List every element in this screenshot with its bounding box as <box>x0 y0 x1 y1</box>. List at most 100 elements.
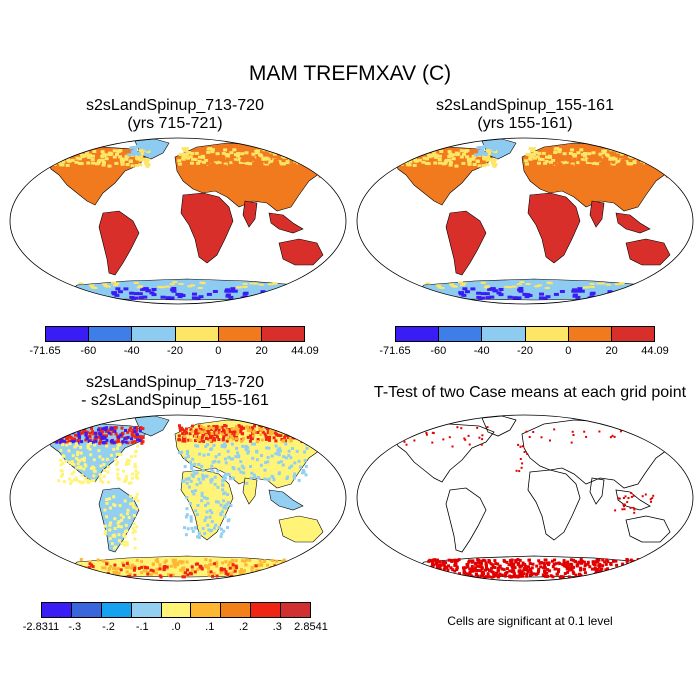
map3-grid-cell <box>57 438 61 442</box>
map2-grid-cell <box>664 159 669 163</box>
map4-grid-cell <box>638 432 641 435</box>
map2-grid-cell <box>564 160 569 164</box>
map1-grid-cell <box>192 168 197 172</box>
map3-grid-cell <box>246 451 250 455</box>
map2-seasia-landmass <box>615 212 651 234</box>
map1-grid-cell <box>312 149 317 153</box>
map4-grid-cell <box>457 558 461 562</box>
map3-grid-cell <box>231 566 235 570</box>
map3-grid-cell <box>254 564 258 568</box>
map1-grid-cell <box>107 164 112 168</box>
map1-grid-cell <box>124 157 128 161</box>
map3-grid-cell <box>112 571 116 574</box>
map3-grid-cell <box>83 463 87 467</box>
map1-grid-cell <box>276 149 281 153</box>
map3-grid-cell <box>255 569 259 572</box>
map4-grid-cell <box>453 558 457 562</box>
map1-grid-cell <box>198 295 204 299</box>
map4-grid-cell <box>449 566 453 570</box>
map3-grid-cell <box>299 424 303 428</box>
map1-grid-cell <box>311 159 316 163</box>
map3-grid-cell <box>155 567 159 571</box>
map2-grid-cell <box>547 282 553 285</box>
map2-grid-cell <box>447 158 452 162</box>
map3-grid-cell <box>244 558 248 562</box>
map3-grid-cell <box>233 569 237 573</box>
map4-grid-cell <box>562 559 566 563</box>
map1-grid-cell <box>260 175 265 178</box>
map2-grid-cell <box>483 286 489 289</box>
map4-grid-cell <box>636 572 640 576</box>
map4-grid-cell <box>526 570 530 574</box>
ttest-note: Cells are significant at 0.1 level <box>447 614 613 628</box>
map1-grid-cell <box>190 284 195 287</box>
map3-grid-cell <box>193 462 197 466</box>
map4-grid-cell <box>591 560 595 564</box>
map3-grid-cell <box>319 434 322 438</box>
colorbar2-swatch-5 <box>611 327 655 341</box>
map2-grid-cell <box>417 158 422 162</box>
map3-grid-cell <box>182 429 186 433</box>
map3-grid-cell <box>215 564 219 568</box>
map3-grid-cell <box>226 501 230 504</box>
map2-grid-cell <box>474 153 479 157</box>
map4-grid-cell <box>562 560 566 564</box>
map3-grid-cell <box>304 439 308 443</box>
map1-grid-cell <box>195 296 201 300</box>
map1-grid-cell <box>111 281 116 284</box>
map4-grid-cell <box>630 492 633 495</box>
map1-grid-cell <box>191 157 195 161</box>
map1-grid-cell <box>222 164 227 168</box>
map3-grid-cell <box>220 430 224 434</box>
map3-grid-cell <box>217 526 221 529</box>
map4-grid-cell <box>553 567 557 571</box>
map2-grid-cell <box>504 285 510 288</box>
map4-green-landmass <box>481 415 517 437</box>
map4-grid-cell <box>619 430 622 433</box>
map3-grid-cell <box>275 559 279 563</box>
map3-grid-cell <box>271 429 275 433</box>
map4-grid-cell <box>509 575 513 579</box>
map3-grid-cell <box>80 570 84 574</box>
map1-grid-cell <box>223 162 228 166</box>
map3-grid-cell <box>214 500 218 504</box>
map1-grid-cell <box>190 152 195 155</box>
map2-grid-cell <box>458 291 464 295</box>
map3-grid-cell <box>181 575 185 579</box>
map3-grid-cell <box>222 567 226 571</box>
map3-grid-cell <box>325 434 329 438</box>
map3-grid-cell <box>124 463 128 466</box>
map4-grid-cell <box>463 437 466 440</box>
map1-grid-cell <box>165 296 171 300</box>
map4-grid-cell <box>466 572 470 576</box>
map3-grid-cell <box>276 424 280 428</box>
map3-grid-cell <box>226 449 230 453</box>
map3-grid-cell <box>121 431 125 435</box>
map3-grid-cell <box>98 429 102 433</box>
map3-grid-cell <box>113 567 117 571</box>
colorbar3-swatch-1 <box>71 603 102 617</box>
map1-grid-cell <box>51 159 55 163</box>
map4-grid-cell <box>426 574 430 577</box>
map1-grid-cell <box>136 152 141 156</box>
map4-grid-cell <box>616 574 620 577</box>
map1-ant-landmass <box>66 278 308 301</box>
map2-grid-cell <box>633 165 638 169</box>
map4-grid-cell <box>644 567 648 571</box>
map4-grid-cell <box>513 566 517 570</box>
map3-grid-cell <box>212 526 216 530</box>
map3-grid-cell <box>130 441 134 445</box>
map3-grid-cell <box>108 537 112 541</box>
map3-grid-cell <box>124 440 128 444</box>
map4-grid-cell <box>616 575 620 579</box>
map2-grid-cell <box>399 151 404 155</box>
map2-grid-cell <box>601 149 606 153</box>
map3-grid-cell <box>232 433 236 437</box>
map3-grid-cell <box>230 427 234 430</box>
map3-grid-cell <box>107 480 110 484</box>
map3-grid-cell <box>197 424 201 428</box>
map2-grid-cell <box>645 150 650 153</box>
map1-grid-cell <box>56 149 60 153</box>
map3-grid-cell <box>237 455 241 459</box>
map3-grid-cell <box>116 472 120 476</box>
